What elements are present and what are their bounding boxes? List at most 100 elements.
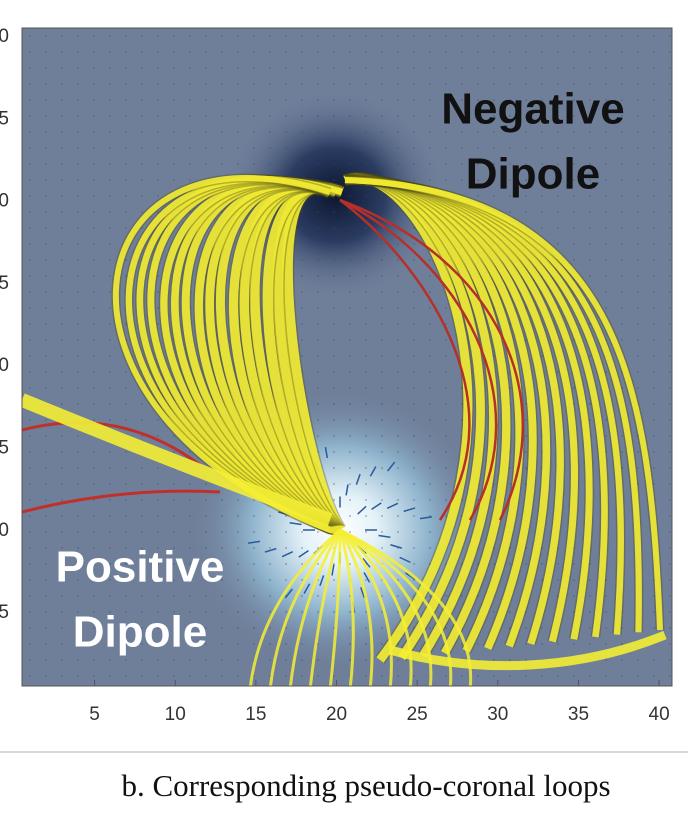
field-dot <box>333 275 335 277</box>
field-dot <box>157 515 159 517</box>
field-dot <box>205 483 207 485</box>
field-dot <box>29 83 31 85</box>
field-dot <box>237 99 239 101</box>
field-dot <box>29 179 31 181</box>
field-dot <box>365 339 367 341</box>
field-dot <box>45 451 47 453</box>
field-dot <box>381 627 383 629</box>
field-dot <box>477 67 479 69</box>
field-dot <box>381 243 383 245</box>
field-dot <box>381 483 383 485</box>
field-dot <box>61 627 63 629</box>
field-dot <box>541 211 543 213</box>
field-dot <box>61 115 63 117</box>
field-dot <box>29 435 31 437</box>
field-dot <box>445 419 447 421</box>
field-dot <box>29 355 31 357</box>
field-dot <box>61 675 63 677</box>
field-dot <box>221 515 223 517</box>
field-dot <box>269 163 271 165</box>
field-dot <box>397 435 399 437</box>
field-dot <box>445 371 447 373</box>
field-dot <box>621 147 623 149</box>
field-dot <box>29 163 31 165</box>
field-dot <box>93 147 95 149</box>
field-dot <box>525 211 527 213</box>
field-dot <box>189 131 191 133</box>
field-dot <box>445 403 447 405</box>
field-dot <box>365 355 367 357</box>
field-dot <box>157 419 159 421</box>
field-dot <box>349 339 351 341</box>
field-dot <box>77 483 79 485</box>
field-dot <box>269 579 271 581</box>
field-dot <box>413 419 415 421</box>
field-dot <box>109 483 111 485</box>
field-dot <box>61 243 63 245</box>
field-dot <box>301 131 303 133</box>
field-dot <box>61 499 63 501</box>
field-dot <box>413 51 415 53</box>
field-dot <box>653 227 655 229</box>
field-dot <box>45 627 47 629</box>
field-dot <box>77 99 79 101</box>
field-dot <box>669 227 671 229</box>
field-dot <box>445 339 447 341</box>
field-dot <box>301 227 303 229</box>
field-dot <box>61 595 63 597</box>
field-dot <box>45 179 47 181</box>
field-dot <box>429 387 431 389</box>
field-dot <box>301 611 303 613</box>
field-dot <box>637 355 639 357</box>
field-dot <box>77 131 79 133</box>
field-dot <box>365 403 367 405</box>
field-dot <box>525 67 527 69</box>
field-dot <box>365 467 367 469</box>
field-dot <box>189 115 191 117</box>
field-dot <box>621 451 623 453</box>
field-dot <box>589 67 591 69</box>
field-dot <box>525 659 527 661</box>
field-dot <box>317 115 319 117</box>
field-dot <box>237 659 239 661</box>
field-dot <box>109 387 111 389</box>
field-dot <box>61 227 63 229</box>
field-dot <box>93 243 95 245</box>
field-dot <box>109 67 111 69</box>
field-dot <box>589 611 591 613</box>
field-dot <box>333 179 335 181</box>
field-dot <box>45 147 47 149</box>
field-dot <box>317 595 319 597</box>
field-dot <box>285 83 287 85</box>
field-dot <box>93 35 95 37</box>
field-dot <box>557 211 559 213</box>
field-dot <box>77 467 79 469</box>
field-dot <box>45 483 47 485</box>
field-dot <box>669 403 671 405</box>
field-dot <box>397 243 399 245</box>
field-dot <box>397 131 399 133</box>
field-dot <box>125 419 127 421</box>
field-dot <box>573 211 575 213</box>
field-dot <box>525 419 527 421</box>
field-dot <box>125 515 127 517</box>
field-dot <box>413 131 415 133</box>
field-dot <box>429 467 431 469</box>
field-dot <box>157 115 159 117</box>
field-dot <box>141 99 143 101</box>
field-dot <box>29 483 31 485</box>
field-dot <box>349 355 351 357</box>
field-dot <box>669 195 671 197</box>
field-dot <box>669 371 671 373</box>
field-dot <box>429 339 431 341</box>
field-dot <box>333 163 335 165</box>
field-dot <box>189 83 191 85</box>
field-dot <box>221 675 223 677</box>
field-dot <box>669 275 671 277</box>
x-tick-label: 40 <box>649 704 670 725</box>
field-dot <box>429 483 431 485</box>
field-dot <box>141 211 143 213</box>
field-dot <box>253 595 255 597</box>
field-dot <box>397 147 399 149</box>
field-dot <box>621 35 623 37</box>
